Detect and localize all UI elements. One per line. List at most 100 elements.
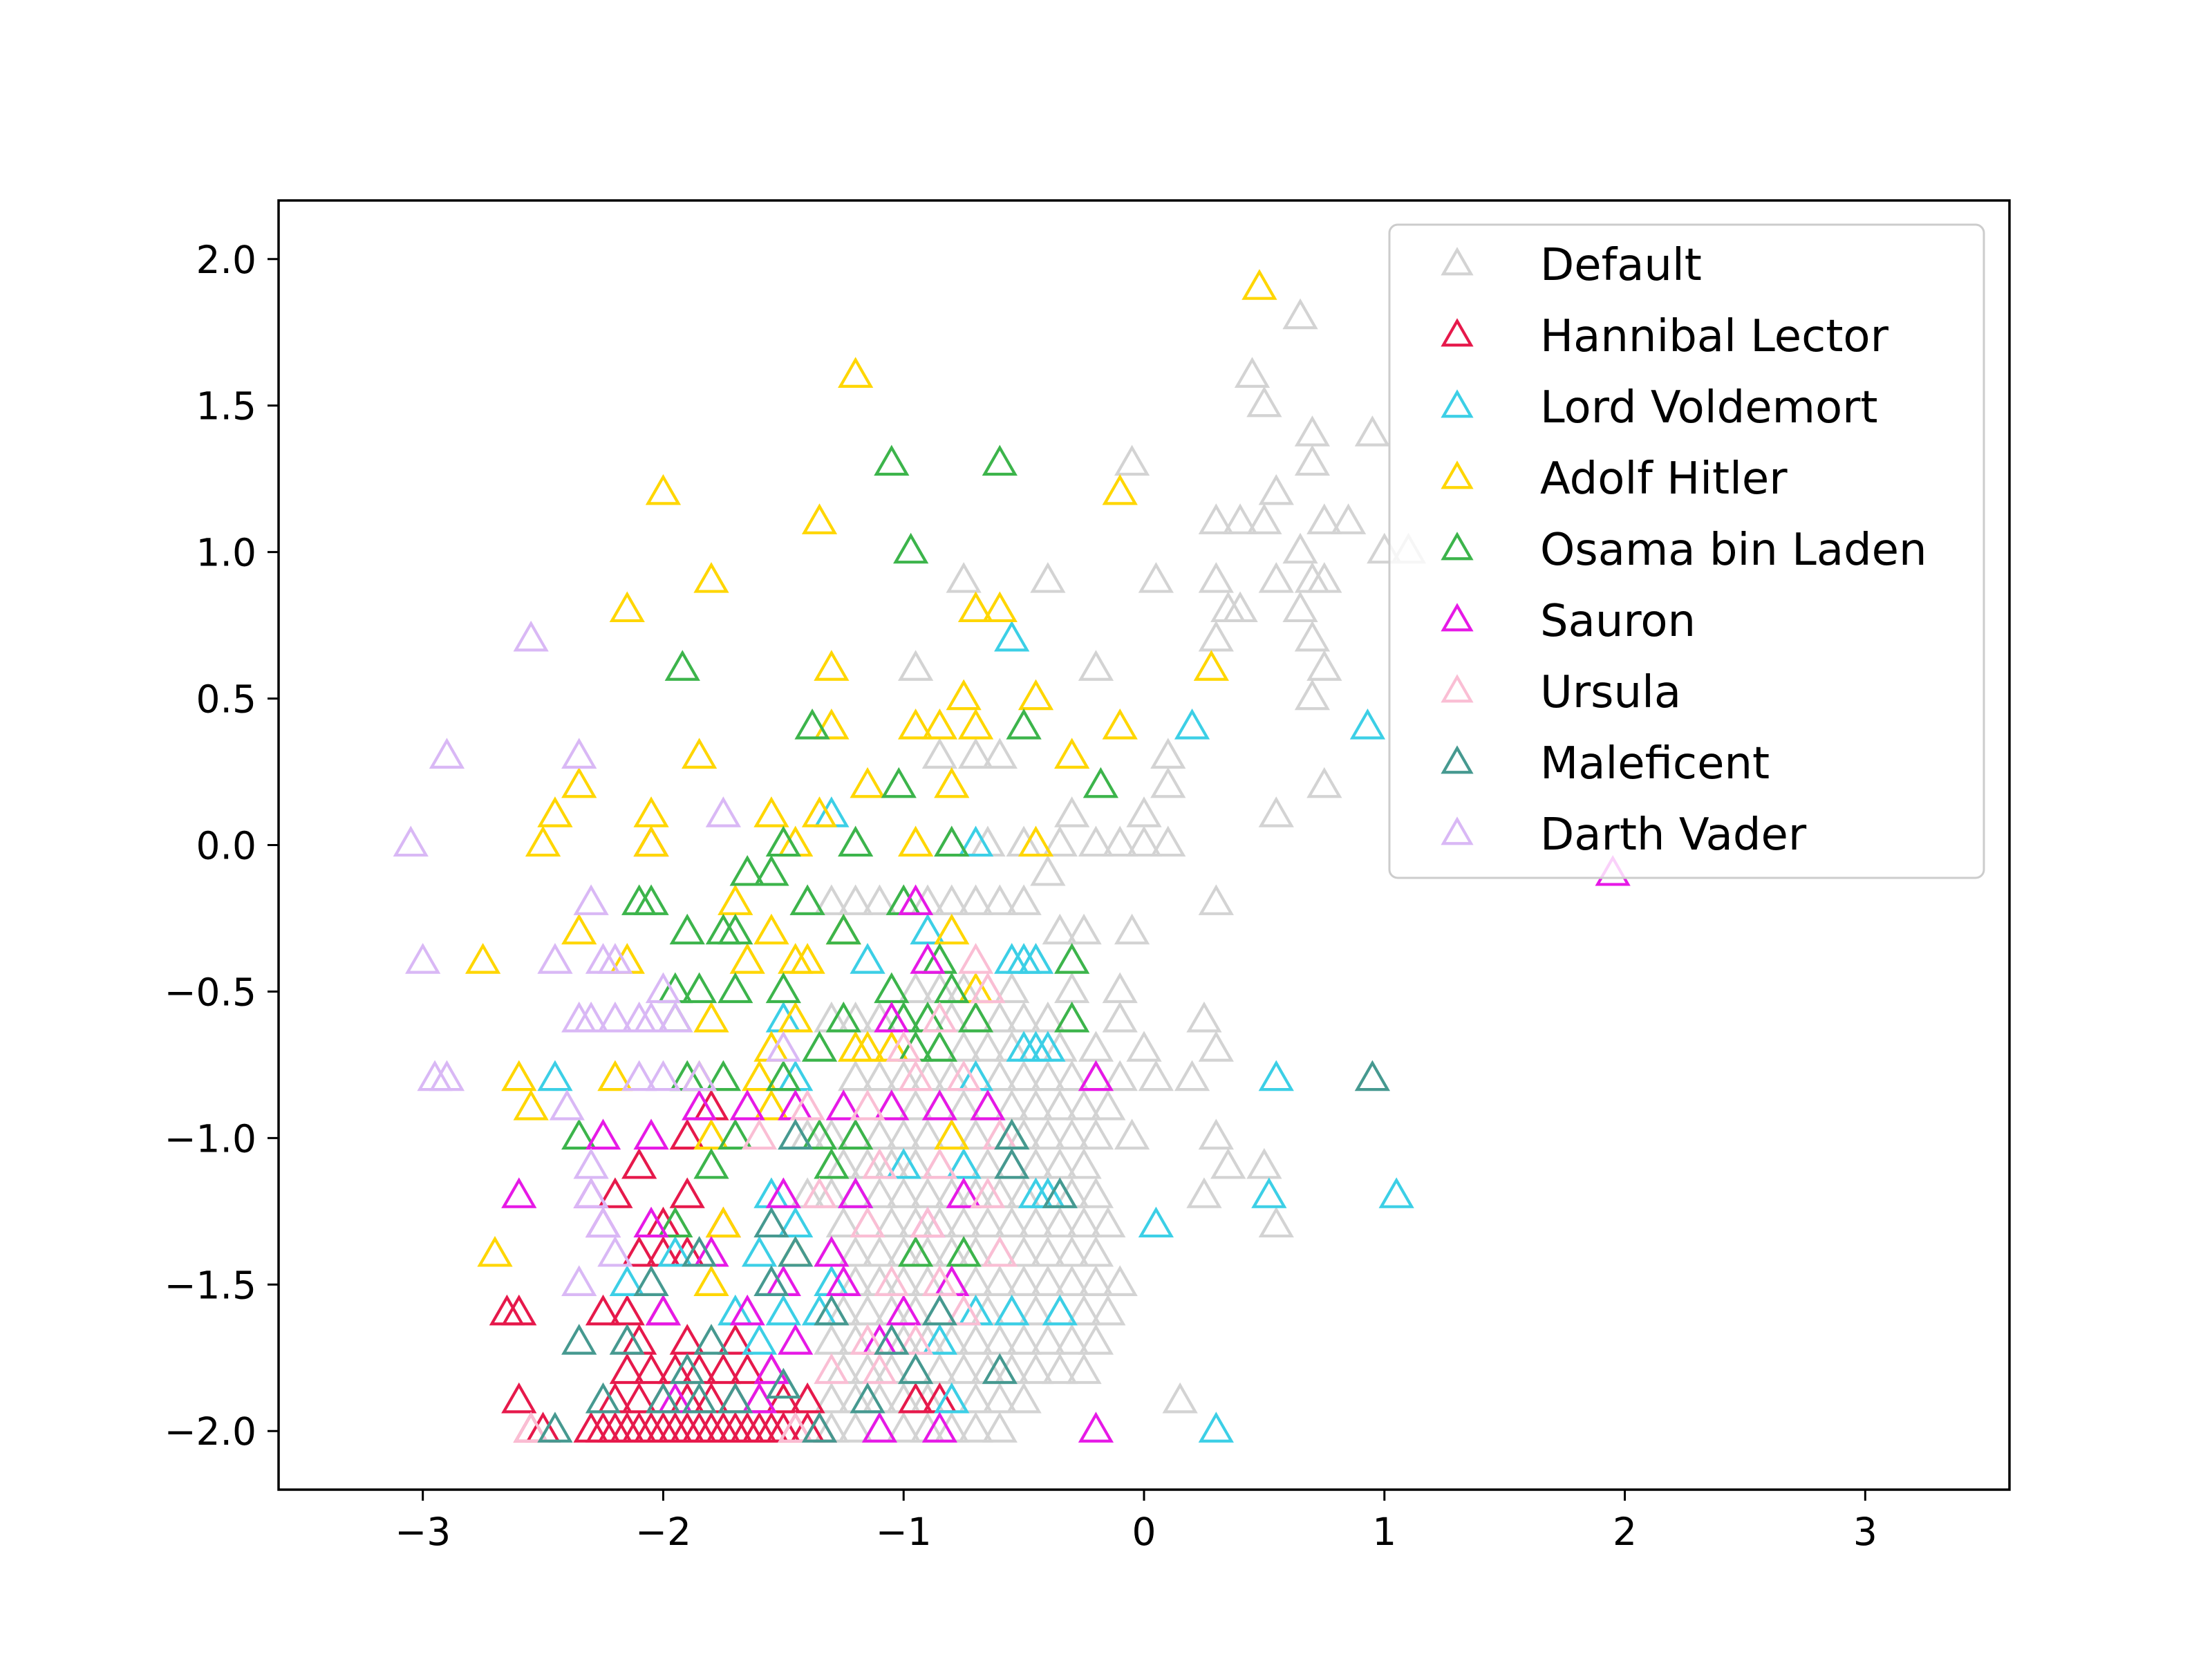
legend-label: Sauron: [1540, 596, 1696, 647]
data-point: [465, 943, 501, 974]
data-point: [1042, 913, 1078, 945]
data-point: [1030, 1265, 1066, 1296]
data-point: [794, 709, 830, 740]
data-point: [1198, 562, 1234, 593]
data-point: [1102, 474, 1138, 505]
data-point: [718, 972, 753, 1004]
data-point: [753, 854, 789, 886]
data-point: [957, 738, 994, 769]
data-point: [910, 1118, 946, 1150]
data-point: [801, 1412, 838, 1443]
data-point: [741, 1060, 778, 1091]
data-point: [897, 1382, 934, 1414]
data-point: [970, 1031, 1006, 1062]
data-point: [897, 650, 934, 681]
data-point: [681, 1382, 718, 1414]
data-point: [814, 709, 850, 740]
data-point: [861, 1412, 898, 1443]
data-point: [753, 1089, 789, 1121]
data-point: [753, 1265, 789, 1296]
data-point: [838, 1177, 874, 1208]
data-point: [1102, 709, 1138, 740]
data-point: [1054, 1324, 1090, 1355]
data-point: [1090, 1294, 1126, 1326]
data-point: [1282, 591, 1318, 623]
data-point: [1066, 1294, 1102, 1326]
data-point: [705, 1353, 742, 1385]
data-point: [838, 357, 874, 388]
data-point: [1018, 1031, 1054, 1062]
data-point: [897, 825, 934, 857]
data-point: [585, 1206, 621, 1238]
data-point: [597, 1001, 633, 1033]
data-point: [718, 1118, 753, 1150]
data-point: [1102, 1265, 1138, 1296]
legend-marker: [1441, 247, 1474, 276]
data-point: [801, 503, 838, 534]
data-point: [982, 591, 1018, 623]
data-point: [729, 1089, 765, 1121]
data-point: [681, 1235, 718, 1267]
data-point: [946, 679, 982, 711]
data-point: [645, 474, 682, 505]
data-point: [861, 1353, 898, 1385]
data-point: [789, 1089, 825, 1121]
legend-label: Osama bin Laden: [1540, 525, 1927, 576]
x-tick-label: 0: [1132, 1510, 1156, 1554]
data-point: [681, 1060, 718, 1091]
data-point: [885, 1412, 921, 1443]
x-tick-label: 2: [1613, 1510, 1637, 1554]
data-point: [561, 913, 597, 945]
data-point: [501, 1382, 537, 1414]
data-point: [705, 913, 742, 945]
data-point: [1042, 1206, 1078, 1238]
data-point: [970, 1206, 1006, 1238]
data-point: [657, 1206, 693, 1238]
data-point: [585, 1382, 621, 1414]
data-point: [861, 1060, 898, 1091]
data-point: [585, 1118, 621, 1150]
data-point: [825, 1001, 861, 1033]
data-point: [1162, 1382, 1198, 1414]
legend-label: Darth Vader: [1540, 809, 1807, 861]
x-tick-label: −2: [635, 1510, 691, 1554]
y-tick-label: 2.0: [196, 238, 256, 282]
data-point: [693, 1265, 729, 1296]
data-point: [1114, 913, 1150, 945]
data-point: [910, 943, 946, 974]
data-point: [897, 1089, 934, 1121]
data-point: [789, 884, 825, 915]
data-point: [1251, 1177, 1287, 1208]
data-point: [910, 1206, 946, 1238]
data-point: [1006, 943, 1042, 974]
data-point: [513, 1412, 549, 1443]
data-point: [609, 1324, 645, 1355]
data-point: [693, 1001, 729, 1033]
data-point: [994, 972, 1030, 1004]
data-point: [994, 1206, 1030, 1238]
data-point: [597, 1060, 633, 1091]
data-point: [597, 1235, 633, 1267]
data-point: [897, 1235, 934, 1267]
data-point: [561, 1265, 597, 1296]
data-point: [621, 1060, 657, 1091]
data-point: [561, 738, 597, 769]
data-point: [1174, 1060, 1210, 1091]
data-point: [1054, 1265, 1090, 1296]
data-point: [1198, 503, 1234, 534]
data-point: [1030, 562, 1066, 593]
data-point: [1030, 1324, 1066, 1355]
data-point: [1018, 1089, 1054, 1121]
data-point: [1042, 825, 1078, 857]
data-point: [621, 1235, 657, 1267]
data-point: [633, 1206, 669, 1238]
axes-layer: −3 −2 −1 0 1 2 3 2.0 1.5 1.0 0.5 0.0 −0.5 −1.0 −1.5 −2.…: [164, 199, 2011, 1554]
data-point: [1054, 1001, 1090, 1033]
data-point: [1066, 1089, 1102, 1121]
data-point: [982, 1001, 1018, 1033]
data-point: [1354, 1060, 1391, 1091]
data-point: [982, 1412, 1018, 1443]
data-point: [1102, 1001, 1138, 1033]
data-point: [1078, 1060, 1114, 1091]
data-point: [957, 591, 994, 623]
